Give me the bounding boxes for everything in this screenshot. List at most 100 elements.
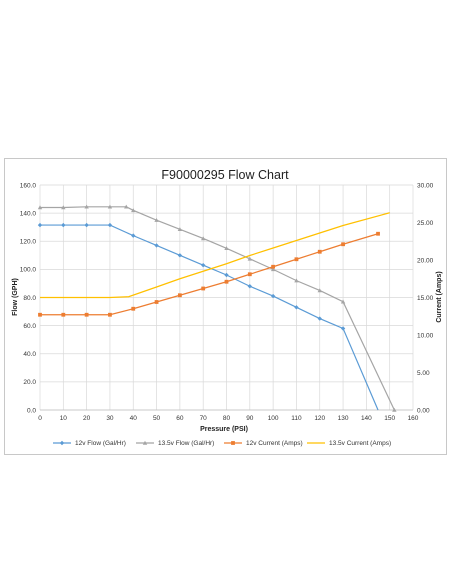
data-point [131, 306, 136, 311]
series-line [40, 212, 390, 299]
data-point [37, 205, 43, 210]
data-point [84, 222, 89, 228]
chart-title: F90000295 Flow Chart [161, 168, 289, 182]
x-tick-label: 0 [38, 415, 42, 422]
series-group [40, 212, 390, 299]
y2-tick-label: 15.00 [417, 295, 434, 302]
flow-chart: F90000295 Flow Chart 0.0 20.0 40.0 60.0 80.0… [12, 168, 443, 447]
x-tick-label: 70 [200, 415, 208, 422]
data-point [294, 257, 299, 262]
data-point [61, 222, 66, 228]
chart-frame: F90000295 Flow Chart 0.0 20.0 40.0 60.0 80.0… [4, 158, 447, 455]
y2-tick-label: 5.00 [417, 370, 430, 377]
data-point [177, 253, 183, 258]
legend-label: 13.5v Flow (Gal/Hr) [158, 440, 214, 447]
x-tick-label: 100 [268, 415, 279, 422]
y-tick-label: 120.0 [20, 239, 37, 246]
y2-tick-label: 25.00 [417, 220, 434, 227]
y2-tick-label: 0.00 [417, 407, 430, 414]
x-axis-label: Pressure (PSI) [200, 426, 248, 433]
y-tick-label: 160.0 [20, 182, 37, 189]
data-point [108, 312, 112, 317]
y2-axis-label: Current (Amps) [436, 271, 443, 322]
data-point [294, 305, 299, 310]
data-point [376, 231, 380, 236]
y-tick-label: 100.0 [20, 267, 37, 274]
legend-label: 13.5v Current (Amps) [329, 440, 391, 447]
x-tick-label: 90 [246, 415, 254, 422]
y2-tick-label: 30.00 [417, 182, 434, 189]
series-group [38, 231, 380, 317]
x-tick-label: 60 [176, 415, 184, 422]
x-tick-label: 30 [106, 415, 114, 422]
data-point [59, 440, 65, 446]
data-point [247, 256, 253, 261]
data-point [317, 249, 322, 254]
data-point [200, 236, 206, 241]
x-tick-label: 40 [130, 415, 138, 422]
legend-label: 12v Current (Amps) [246, 440, 303, 447]
data-point [84, 312, 89, 317]
data-point [271, 264, 276, 269]
x-tick-label: 160 [408, 415, 419, 422]
data-point [142, 440, 148, 445]
y2-tick-label: 20.00 [417, 257, 434, 264]
data-point [294, 278, 299, 283]
legend-label: 12v Flow (Gal/Hr) [75, 440, 126, 447]
data-point [124, 204, 129, 209]
data-point [177, 293, 182, 298]
legend-item: 13.5v Flow (Gal/Hr) [136, 440, 214, 447]
x-tick-label: 80 [223, 415, 231, 422]
y-tick-label: 140.0 [20, 210, 37, 217]
data-point [154, 243, 159, 248]
data-point [224, 272, 229, 278]
data-point [61, 205, 66, 210]
y-tick-label: 0.0 [27, 407, 36, 414]
data-point [247, 284, 253, 289]
data-point [270, 293, 276, 299]
data-point [131, 233, 136, 238]
data-point [200, 262, 206, 268]
series-line [40, 233, 379, 316]
y-axis-label: Flow (GPH) [12, 278, 19, 316]
data-point [247, 272, 252, 277]
data-point [107, 222, 113, 228]
data-point [224, 246, 229, 251]
legend-item: 12v Current (Amps) [224, 440, 303, 447]
legend-item: 12v Flow (Gal/Hr) [53, 440, 126, 447]
data-point [37, 222, 43, 228]
series-group [37, 204, 397, 412]
data-point [154, 217, 159, 222]
x-tick-label: 10 [60, 415, 68, 422]
data-point [154, 300, 159, 304]
series-line [40, 206, 395, 411]
x-tick-label: 120 [314, 415, 325, 422]
series-line [40, 224, 379, 411]
y-tick-label: 60.0 [23, 323, 36, 330]
data-point [392, 407, 397, 412]
data-point [131, 208, 136, 213]
data-point [317, 316, 322, 321]
data-point [201, 286, 206, 291]
data-point [340, 326, 346, 331]
x-tick-label: 110 [291, 415, 302, 422]
data-point [107, 204, 113, 209]
data-point [317, 288, 322, 293]
data-point [340, 299, 346, 304]
legend-item: 13.5v Current (Amps) [307, 440, 391, 447]
y-tick-label: 20.0 [23, 379, 36, 386]
data-point [341, 242, 345, 247]
data-point [177, 227, 183, 232]
y-tick-label: 80.0 [23, 295, 36, 302]
data-point [38, 312, 42, 317]
y-tick-label: 40.0 [23, 351, 36, 358]
x-tick-label: 130 [338, 415, 349, 422]
y2-tick-label: 10.00 [417, 332, 434, 339]
data-point [61, 312, 66, 317]
data-point [224, 279, 229, 284]
x-tick-label: 140 [361, 415, 372, 422]
data-point [84, 204, 89, 209]
x-tick-label: 50 [153, 415, 161, 422]
data-point [231, 441, 235, 445]
x-tick-label: 150 [384, 415, 395, 422]
